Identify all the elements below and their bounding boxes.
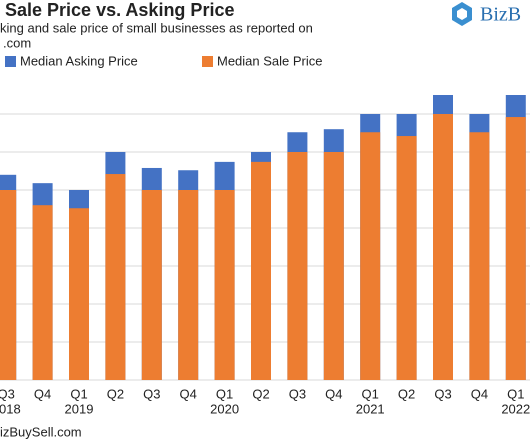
bar (0, 190, 17, 380)
x-tick-label: Q4 (325, 386, 342, 401)
bar (287, 152, 308, 380)
x-tick-label: Q1 (507, 386, 524, 401)
x-tick-label: Q3 (434, 386, 451, 401)
legend-swatch (202, 56, 213, 67)
bar (214, 190, 235, 380)
x-tick-label: Q1 (216, 386, 233, 401)
x-tick-label: Q1 (362, 386, 379, 401)
x-tick-label: Q2 (252, 386, 269, 401)
legend-label: Median Asking Price (20, 53, 138, 68)
x-tick-label: Q4 (471, 386, 488, 401)
bar (433, 114, 453, 380)
source: izBuySell.com (0, 424, 82, 439)
bar (32, 205, 53, 380)
x-year-label: 2018 (0, 401, 21, 416)
x-tick-label: Q2 (107, 386, 124, 401)
x-tick-label: Q2 (398, 386, 415, 401)
legend-label: Median Sale Price (217, 53, 323, 68)
bar (505, 117, 526, 380)
logo-text: BizB (480, 4, 521, 26)
x-year-label: 2019 (65, 401, 94, 416)
bar (251, 161, 271, 380)
x-tick-label: Q1 (70, 386, 87, 401)
legend-swatch (5, 56, 16, 67)
x-tick-label: Q3 (143, 386, 160, 401)
x-tick-label: Q4 (180, 386, 197, 401)
subtitle: .com (3, 35, 31, 50)
logo-icon (452, 2, 472, 26)
x-tick-label: Q3 (289, 386, 306, 401)
x-tick-label: Q4 (34, 386, 51, 401)
chart-title: Sale Price vs. Asking Price (5, 0, 234, 20)
x-year-label: 2020 (210, 401, 239, 416)
x-year-label: 2022 (501, 401, 530, 416)
bar (396, 136, 417, 380)
bar (141, 190, 162, 380)
bar (178, 190, 199, 380)
bar (105, 174, 126, 380)
subtitle: king and sale price of small businesses … (0, 20, 313, 35)
bar (69, 208, 89, 380)
bar (323, 152, 344, 380)
x-tick-label: Q3 (0, 386, 15, 401)
bar (360, 132, 381, 380)
x-year-label: 2021 (356, 401, 385, 416)
bar (469, 132, 490, 380)
